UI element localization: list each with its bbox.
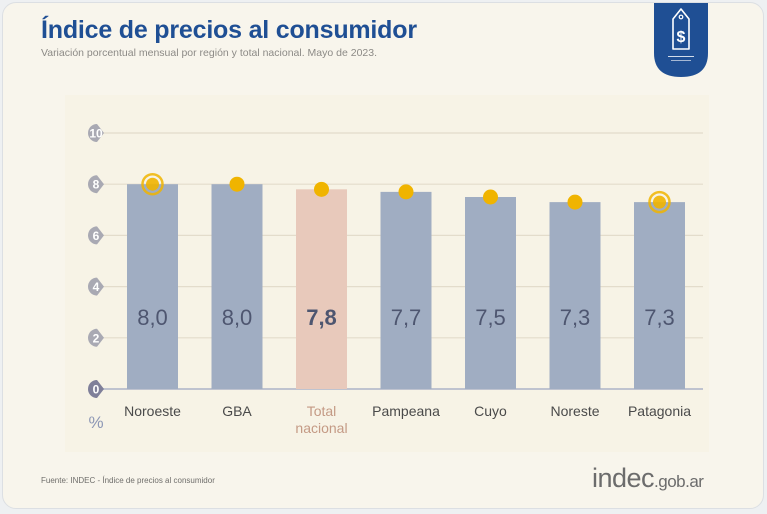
marker-dot bbox=[653, 195, 666, 209]
marker-dot bbox=[567, 194, 583, 210]
category-label: Total bbox=[307, 403, 337, 419]
marker-ring bbox=[141, 172, 164, 196]
y-tick-bubble bbox=[88, 175, 104, 194]
value-label: 7,7 bbox=[391, 305, 422, 330]
value-label: 7,5 bbox=[475, 305, 506, 330]
category-label: Cuyo bbox=[474, 403, 507, 419]
logo-suffix: .gob.ar bbox=[654, 472, 704, 491]
y-tick-bubble bbox=[88, 277, 104, 296]
marker-dot bbox=[229, 176, 245, 192]
chart-title: Índice de precios al consumidor bbox=[41, 16, 417, 44]
y-tick-label: 10 bbox=[89, 127, 103, 141]
category-label: Noreste bbox=[550, 403, 599, 419]
y-tick-bubble bbox=[88, 380, 104, 398]
infographic-card: Índice de precios al consumidor Variació… bbox=[2, 2, 764, 509]
logo-main: indec bbox=[592, 463, 655, 493]
chart-subtitle: Variación porcentual mensual por región … bbox=[41, 47, 378, 59]
y-tick-label: 2 bbox=[93, 331, 100, 345]
y-tick-label: 4 bbox=[93, 280, 100, 294]
y-tick-bubble bbox=[88, 226, 104, 245]
marker-ring bbox=[648, 190, 671, 214]
bar bbox=[380, 191, 432, 389]
y-tick-label: 0 bbox=[93, 383, 100, 397]
price-tag-dollar-icon: $ bbox=[654, 3, 708, 77]
value-label: 7,8 bbox=[306, 305, 337, 330]
bar-chart: 0 2 4 6 8 10% 8,0 Noroeste 8,0 GBA 7,8 Totalnaciona… bbox=[88, 124, 703, 436]
value-label: 8,0 bbox=[137, 305, 168, 330]
y-tick-label: 8 bbox=[93, 178, 100, 192]
value-label: 7,3 bbox=[560, 305, 591, 330]
svg-text:$: $ bbox=[677, 29, 686, 46]
y-tick-bubble bbox=[88, 124, 104, 142]
y-tick-label: 6 bbox=[93, 229, 100, 243]
marker-dot bbox=[398, 184, 414, 200]
bar bbox=[634, 202, 685, 389]
category-label: nacional bbox=[295, 420, 347, 436]
value-label: 8,0 bbox=[222, 305, 253, 330]
bar bbox=[465, 197, 516, 389]
y-tick-bubble bbox=[88, 328, 104, 347]
marker-dot bbox=[146, 177, 159, 191]
source-note: Fuente: INDEC - Índice de precios al con… bbox=[41, 476, 215, 485]
marker-dot bbox=[314, 181, 329, 197]
value-label: 7,3 bbox=[644, 305, 675, 330]
category-label: Pampeana bbox=[372, 403, 440, 419]
category-label: Patagonia bbox=[628, 403, 691, 419]
bar bbox=[127, 184, 178, 389]
y-axis-unit: % bbox=[88, 413, 103, 432]
category-label: GBA bbox=[222, 403, 252, 419]
marker-dot bbox=[483, 189, 498, 205]
bar bbox=[296, 189, 347, 389]
bar bbox=[211, 184, 263, 389]
category-label: Noroeste bbox=[124, 403, 181, 419]
bar bbox=[549, 202, 601, 389]
indec-logo: indec.gob.ar bbox=[592, 463, 704, 494]
